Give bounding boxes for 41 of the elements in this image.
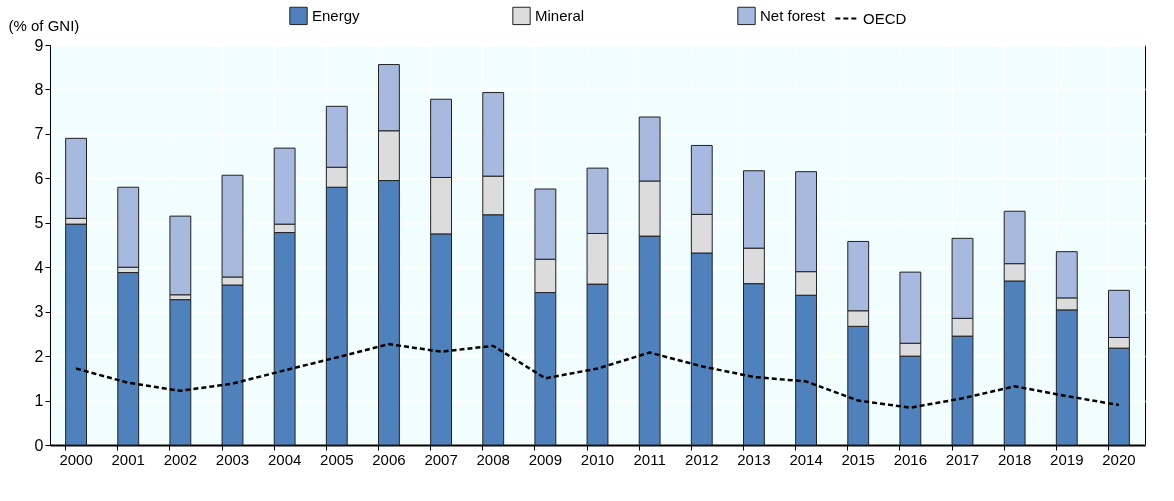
x-tick-label: 2007: [424, 450, 458, 468]
y-tick-label: 1: [34, 392, 44, 410]
x-tick-label: 2012: [685, 450, 719, 468]
bar: [117, 272, 140, 446]
legend-label: OECD: [863, 9, 907, 27]
x-tick-label: 2017: [945, 450, 980, 468]
x-tick-label: 2011: [633, 450, 666, 468]
x-tick-label: 2016: [893, 450, 928, 468]
x-tick-label: 2008: [476, 450, 510, 468]
y-tick-label: 2: [34, 347, 44, 365]
x-tick-label: 2005: [320, 450, 354, 468]
x-tick-label: 2014: [789, 450, 823, 468]
y-tick-label: 6: [34, 169, 44, 187]
bar: [169, 299, 192, 446]
bar: [65, 223, 87, 446]
y-tick-label: 0: [34, 436, 44, 454]
y-tick-label: 7: [34, 125, 44, 143]
x-tick-label: 2018: [997, 450, 1032, 468]
x-tick-label: 2004: [267, 450, 302, 468]
x-tick-label: 2015: [841, 450, 875, 468]
y-tick-label: 3: [34, 303, 44, 321]
x-tick-label: 2013: [737, 450, 771, 468]
x-tick-label: 2010: [580, 450, 615, 468]
y-axis-title: (% of GNI): [8, 16, 80, 34]
y-tick-label: 9: [34, 36, 44, 54]
x-tick-label: 2000: [59, 450, 93, 468]
x-tick-label: 2009: [528, 450, 563, 468]
x-tick-label: 2020: [1102, 450, 1136, 468]
y-tick-label: 8: [34, 80, 44, 98]
legend-label: Net forest: [760, 6, 826, 24]
line-series: [74, 342, 1121, 409]
bar: [169, 215, 192, 296]
x-tick-label: 2003: [215, 450, 250, 468]
legend-label: Mineral: [535, 6, 585, 24]
x-tick-label: 2001: [111, 450, 145, 468]
legend-label: Energy: [312, 6, 361, 24]
y-tick-label: 4: [34, 258, 44, 276]
x-tick-label: 2019: [1050, 450, 1084, 468]
x-tick-label: 2006: [372, 450, 406, 468]
y-tick-label: 5: [34, 214, 44, 232]
x-tick-label: 2002: [163, 450, 198, 468]
